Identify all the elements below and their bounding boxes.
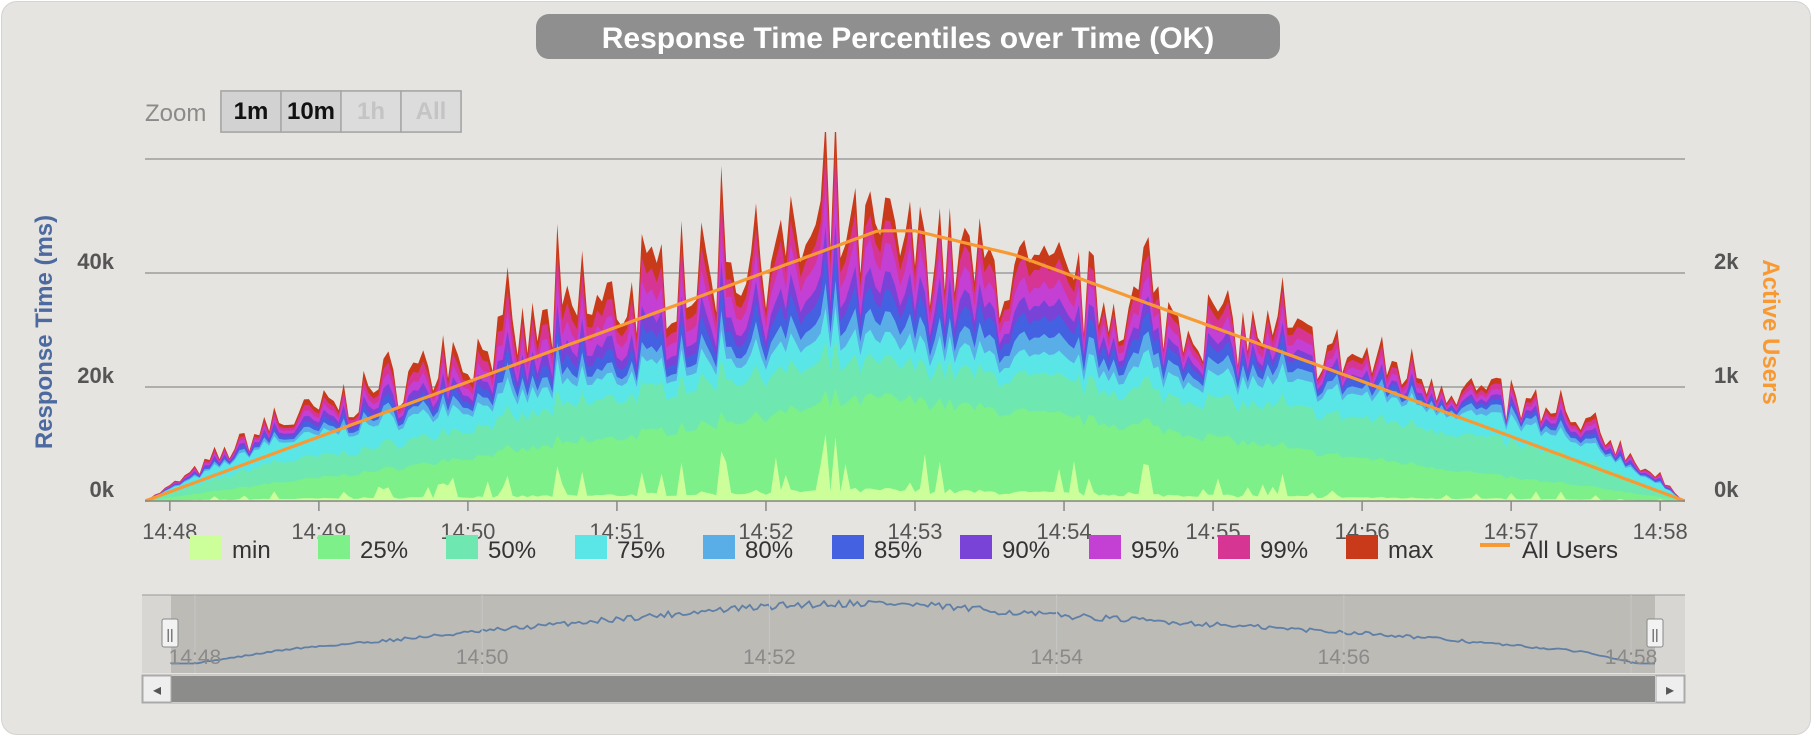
- handle-glyph: ||: [1651, 626, 1658, 642]
- legend-label[interactable]: max: [1388, 537, 1433, 564]
- zoom-10m-button[interactable]: 10m: [280, 90, 342, 133]
- legend-swatch: [832, 535, 864, 559]
- zoom-all-button[interactable]: All: [400, 90, 462, 133]
- legend-swatch: [446, 535, 478, 559]
- x-tick-label: 14:48: [142, 519, 197, 544]
- navigator-tick-label: 14:56: [1318, 646, 1371, 669]
- scrollbar-thumb[interactable]: [171, 676, 1655, 702]
- navigator-tick-label: 14:50: [456, 646, 509, 669]
- zoom-1m-button[interactable]: 1m: [220, 90, 282, 133]
- navigator-selection[interactable]: [171, 595, 1655, 673]
- zoom-all-label: All: [416, 98, 447, 125]
- x-tick-label: 14:53: [887, 519, 942, 544]
- navigator-tick-label: 14:54: [1030, 646, 1083, 669]
- navigator-ticks: 14:48 14:50 14:52 14:54 14:56 14:58: [169, 595, 1658, 673]
- legend-swatch: [575, 535, 607, 559]
- y-tick-40k: 40k: [77, 249, 114, 274]
- legend-swatch: [318, 535, 350, 559]
- legend-swatch: [703, 535, 735, 559]
- y-tick-0: 0k: [90, 477, 115, 502]
- chart-title-text: Response Time Percentiles over Time (OK): [602, 22, 1214, 55]
- legend-label[interactable]: 95%: [1131, 537, 1179, 564]
- x-tick-label: 14:58: [1633, 519, 1688, 544]
- legend-swatch: [1346, 535, 1378, 559]
- y2-tick-1k: 1k: [1714, 363, 1739, 388]
- scroll-right-button[interactable]: ▸: [1655, 675, 1685, 703]
- zoom-1h-button[interactable]: 1h: [340, 90, 402, 133]
- navigator-tick-label: 14:58: [1605, 646, 1658, 669]
- chart-title: Response Time Percentiles over Time (OK): [536, 14, 1280, 59]
- y-tick-20k: 20k: [77, 363, 114, 388]
- scroll-left-button[interactable]: ◂: [142, 675, 172, 703]
- scroll-left-icon: ◂: [153, 682, 161, 699]
- x-tick-label: 14:54: [1037, 519, 1092, 544]
- legend-label[interactable]: 85%: [874, 537, 922, 564]
- legend-label[interactable]: 99%: [1260, 537, 1308, 564]
- users-line-layer: [145, 229, 1685, 502]
- navigator-right-handle[interactable]: ||: [1646, 618, 1664, 648]
- legend-label[interactable]: 75%: [617, 537, 665, 564]
- legend-label[interactable]: 25%: [360, 537, 408, 564]
- handle-glyph: ||: [166, 626, 173, 642]
- zoom-10m-label: 10m: [287, 98, 335, 125]
- zoom-1h-label: 1h: [357, 98, 385, 125]
- left-axis-title: Response Time (ms): [31, 215, 58, 449]
- percentile-areas: [145, 132, 1685, 501]
- series-all-users-line: [145, 229, 1685, 502]
- navigator-series-line: [171, 598, 1655, 665]
- zoom-1m-label: 1m: [234, 98, 269, 125]
- y2-tick-0: 0k: [1714, 477, 1739, 502]
- x-tick-label: 14:52: [738, 519, 793, 544]
- legend-swatch: [1218, 535, 1250, 559]
- legend-label[interactable]: 90%: [1002, 537, 1050, 564]
- navigator-tick-label: 14:52: [743, 646, 796, 669]
- legend-label[interactable]: 50%: [488, 537, 536, 564]
- zoom-label: Zoom: [145, 100, 206, 127]
- x-tick-label: 14:57: [1484, 519, 1539, 544]
- navigator-tick-label: 14:48: [169, 646, 222, 669]
- legend-label[interactable]: 80%: [745, 537, 793, 564]
- legend-label[interactable]: All Users: [1522, 537, 1618, 564]
- right-axis: 0k 1k 2k: [1714, 249, 1739, 502]
- legend-swatch: [190, 535, 222, 559]
- left-axis: 0k 20k 40k: [77, 249, 114, 502]
- legend-swatch: [960, 535, 992, 559]
- zoom-controls: Zoom 1m 10m 1h All: [145, 90, 462, 133]
- navigator-left-handle[interactable]: ||: [161, 618, 179, 648]
- legend-label[interactable]: min: [232, 537, 271, 564]
- y2-tick-2k: 2k: [1714, 249, 1739, 274]
- legend: min 25% 50% 75% 80% 85% 90% 95% 99% max All Users: [190, 535, 1618, 564]
- navigator: 14:48 14:50 14:52 14:54 14:56 14:58 || || ◂ ▸: [141, 594, 1686, 704]
- legend-swatch: [1089, 535, 1121, 559]
- area-25pct: [145, 388, 1685, 501]
- scroll-right-icon: ▸: [1666, 682, 1674, 699]
- right-axis-title: Active Users: [1757, 259, 1784, 404]
